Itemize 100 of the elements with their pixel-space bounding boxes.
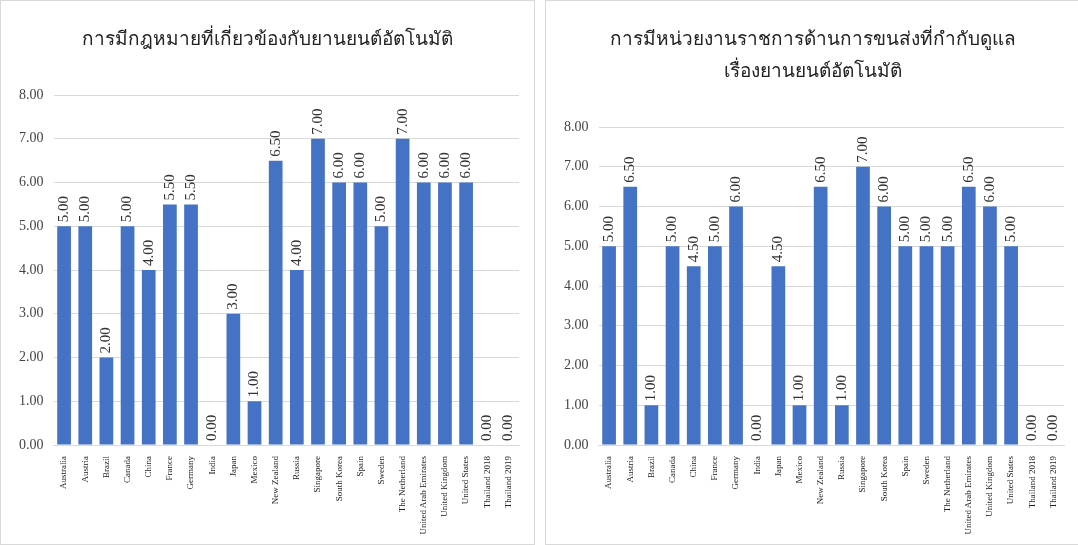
data-label: 5.00 <box>76 196 93 223</box>
y-tick-label: 8.00 <box>564 118 589 134</box>
x-tick-label: Brazil <box>100 455 111 479</box>
x-tick-label: Singapore <box>857 456 868 493</box>
x-tick-label: Germany <box>730 455 741 490</box>
data-label: 6.00 <box>435 152 452 179</box>
bar <box>459 182 473 445</box>
x-tick-label: China <box>688 456 699 478</box>
chart-title: การมีกฎหมายที่เกี่ยวข้องกับยานยนต์อัตโนมัติ <box>81 24 454 51</box>
x-tick-label: Austria <box>79 456 90 483</box>
x-tick-label: Mexico <box>793 455 804 484</box>
data-label: 5.00 <box>55 196 72 223</box>
bar <box>686 266 701 445</box>
bar <box>99 357 114 445</box>
data-label: 6.00 <box>330 152 347 179</box>
data-label: 4.50 <box>769 235 786 263</box>
bar <box>792 405 807 445</box>
data-label: 0.00 <box>1044 414 1061 442</box>
y-tick-label: 7.00 <box>19 130 44 146</box>
data-label: 1.00 <box>832 375 849 402</box>
bar <box>311 138 325 445</box>
bar <box>141 270 156 445</box>
bar <box>226 313 241 445</box>
x-tick-label: South Korea <box>878 456 889 502</box>
x-tick-label: Austria <box>624 456 635 483</box>
chart-title: การมีหน่วยงานราชการด้านการขนส่งที่กำกับดูแล เรื่องยานยนต์อัตโนมัติ <box>608 24 1017 83</box>
bar <box>813 186 828 445</box>
x-tick-label: The Netherland <box>396 455 407 513</box>
data-label: 5.00 <box>896 216 913 243</box>
data-label: 5.00 <box>938 216 955 243</box>
x-tick-label: Thailand 2019 <box>1047 455 1058 509</box>
x-tick-label: India <box>751 456 762 475</box>
bar <box>771 266 786 445</box>
x-tick-label: France <box>164 456 175 481</box>
bar <box>289 270 304 445</box>
data-label: 5.00 <box>1002 216 1019 243</box>
bar <box>395 138 410 445</box>
y-tick-label: 6.00 <box>19 174 44 190</box>
y-tick-label: 8.00 <box>19 86 44 102</box>
data-label: 7.00 <box>853 136 870 163</box>
x-tick-label: Australia <box>58 456 69 490</box>
y-tick-label: 3.00 <box>564 317 589 333</box>
data-label: 5.00 <box>705 216 722 243</box>
bar <box>1004 246 1018 445</box>
x-tick-label: The Netherland <box>941 455 952 513</box>
data-label: 4.00 <box>287 239 304 267</box>
bar <box>983 206 997 445</box>
x-tick-label: Brazil <box>645 455 656 479</box>
x-tick-label: Australia <box>603 456 614 490</box>
x-tick-label: Japan <box>227 455 238 477</box>
data-label: 5.00 <box>372 196 389 223</box>
y-tick-label: 2.00 <box>19 349 44 365</box>
bar <box>623 186 638 445</box>
y-tick-label: 2.00 <box>564 357 589 373</box>
data-label: 6.00 <box>726 176 743 203</box>
x-tick-label: Canada <box>666 456 677 484</box>
data-label: 1.00 <box>642 375 659 402</box>
x-tick-label: Sweden <box>375 455 386 485</box>
x-tick-label: Spain <box>899 455 910 477</box>
data-label: 6.00 <box>875 176 892 203</box>
data-label: 6.50 <box>266 130 283 157</box>
bar <box>57 226 71 445</box>
bar <box>940 246 955 445</box>
data-label: 6.00 <box>457 152 474 179</box>
x-tick-label: France <box>709 456 720 481</box>
data-label: 3.00 <box>224 283 241 310</box>
x-tick-label: Mexico <box>248 455 259 484</box>
bar <box>834 405 849 445</box>
x-tick-label: United Kingdom <box>984 456 995 517</box>
x-tick-label: Canada <box>121 456 132 484</box>
x-tick-label: United States <box>460 455 471 505</box>
x-tick-label: United Arab Emirates <box>963 455 974 535</box>
data-label: 0.00 <box>478 414 495 442</box>
bar <box>353 182 368 445</box>
bar <box>374 226 389 445</box>
bar <box>247 401 262 445</box>
x-tick-label: China <box>143 456 154 478</box>
bar <box>184 204 198 445</box>
bar <box>163 204 177 445</box>
bar <box>665 246 680 445</box>
bar <box>919 246 934 445</box>
data-label: 5.00 <box>663 216 680 243</box>
data-label: 4.50 <box>684 235 701 263</box>
bar <box>78 226 93 445</box>
bar <box>898 246 913 445</box>
y-tick-label: 5.00 <box>564 237 589 253</box>
x-tick-label: Russia <box>291 456 302 481</box>
x-tick-label: Thailand 2019 <box>502 455 513 509</box>
y-tick-label: 6.00 <box>564 198 589 214</box>
data-label: 5.00 <box>118 196 135 223</box>
data-label: 5.00 <box>600 216 617 243</box>
data-label: 6.00 <box>351 152 368 179</box>
bar <box>708 246 722 445</box>
data-label: 5.50 <box>181 174 198 201</box>
bar <box>602 246 616 445</box>
data-label: 6.50 <box>621 156 638 183</box>
x-tick-label: Singapore <box>312 456 323 493</box>
data-label: 6.50 <box>959 156 976 183</box>
x-tick-label: United States <box>1005 455 1016 505</box>
x-tick-label: Germany <box>185 455 196 490</box>
